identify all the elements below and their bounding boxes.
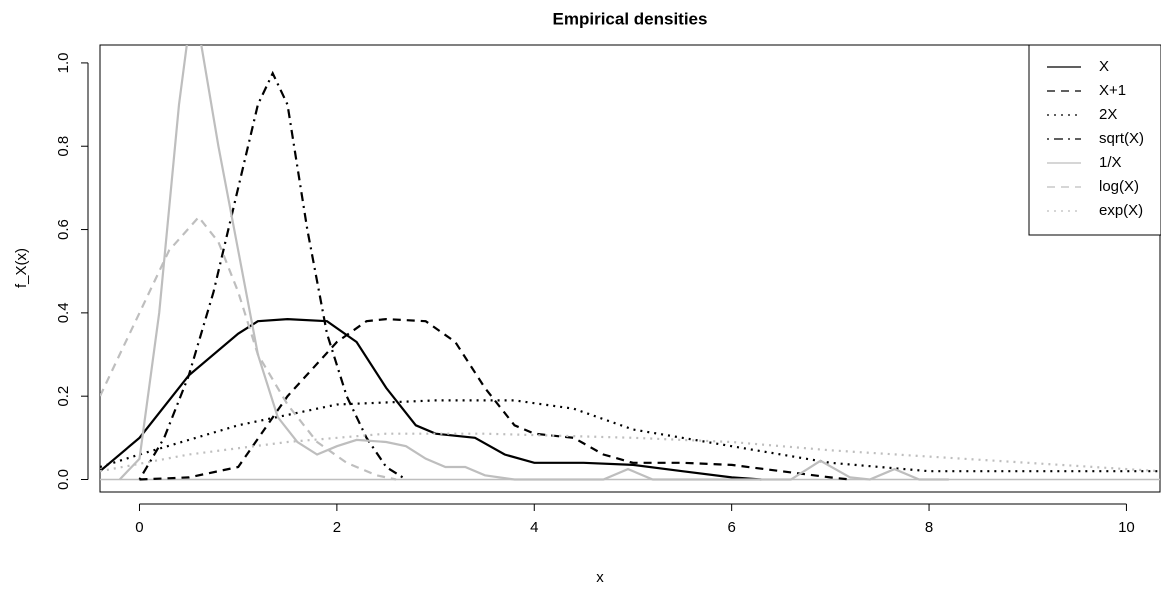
y-tick-label: 0.8: [55, 136, 72, 157]
legend-label: 1/X: [1099, 154, 1122, 171]
y-tick-label: 0.0: [55, 469, 72, 490]
y-axis-label: f_X(x): [13, 248, 30, 288]
legend-label: exp(X): [1099, 202, 1143, 219]
x-axis-label: x: [596, 569, 604, 586]
y-tick-label: 1.0: [55, 52, 72, 73]
chart-title: Empirical densities: [553, 9, 708, 28]
density-line: [118, 45, 949, 481]
x-tick-label: 6: [727, 519, 735, 536]
legend-label: 2X: [1099, 106, 1117, 123]
y-tick-label: 0.4: [55, 302, 72, 323]
density-line: [100, 399, 1160, 473]
x-tick-label: 0: [135, 519, 143, 536]
legend-label: sqrt(X): [1099, 130, 1144, 147]
legend-label: X+1: [1099, 82, 1126, 99]
x-tick-label: 8: [925, 519, 933, 536]
x-tick-label: 2: [333, 519, 341, 536]
legend-label: log(X): [1099, 178, 1139, 195]
plot-box: [99, 44, 1161, 493]
plot-area: [100, 45, 1161, 481]
y-tick-label: 0.2: [55, 386, 72, 407]
density-line: [100, 317, 762, 481]
x-tick-label: 4: [530, 519, 538, 536]
y-tick-label: 0.6: [55, 219, 72, 240]
x-tick-label: 10: [1118, 519, 1135, 536]
density-line: [139, 317, 851, 481]
legend-box: [1028, 44, 1161, 236]
legend-label: X: [1099, 58, 1109, 75]
density-line: [100, 215, 397, 481]
